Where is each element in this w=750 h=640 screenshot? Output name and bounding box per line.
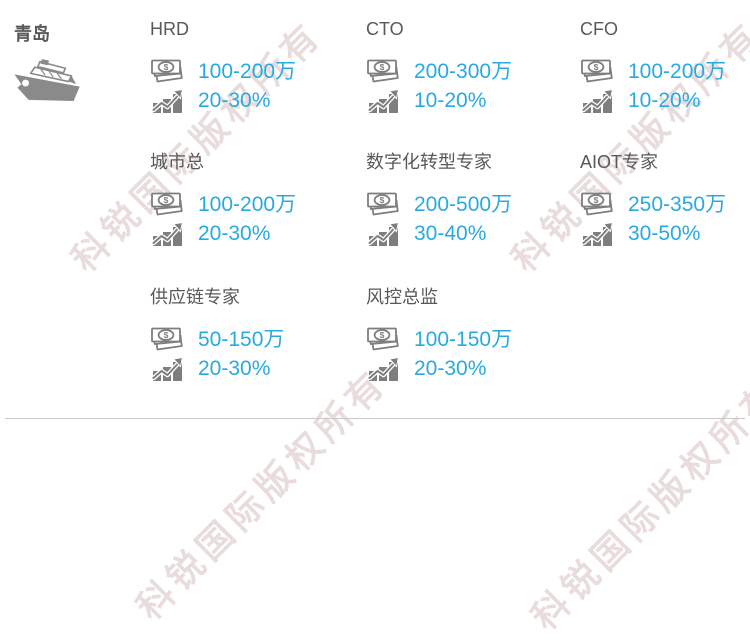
growth-rate-value: 30-50%	[628, 222, 701, 245]
salary-row: 100-150万	[366, 327, 578, 353]
salary-value: 200-500万	[414, 193, 513, 216]
position-title: 城市总	[150, 152, 204, 172]
salary-value: 100-200万	[628, 60, 727, 83]
salary-value: 250-350万	[628, 193, 727, 216]
growth-row: 30-40%	[366, 221, 578, 247]
position-title: CFO	[580, 19, 618, 39]
position-title: 风控总监	[366, 287, 438, 307]
money-icon	[150, 59, 184, 85]
salary-report-panel: 青岛 HRD 100-200万 20-30% CTO 200-300万	[5, 18, 750, 419]
bottom-divider-line	[5, 418, 745, 419]
salary-row: 200-300万	[366, 59, 578, 85]
position-title: 供应链专家	[150, 287, 240, 307]
money-icon	[150, 327, 184, 353]
position-card-risk-director: 风控总监 100-150万 20-30%	[366, 286, 578, 385]
growth-rate-value: 10-20%	[414, 89, 487, 112]
salary-value: 100-150万	[414, 328, 513, 351]
growth-rate-value: 20-30%	[414, 357, 487, 380]
money-icon	[366, 192, 400, 218]
growth-chart-icon	[150, 88, 184, 114]
money-icon	[366, 327, 400, 353]
growth-row: 20-30%	[150, 88, 362, 114]
growth-rate-value: 20-30%	[198, 357, 271, 380]
position-title: CTO	[366, 19, 404, 39]
position-title: 数字化转型专家	[366, 152, 492, 172]
position-card-cfo: CFO 100-200万 10-20%	[580, 18, 750, 117]
growth-rate-value: 20-30%	[198, 89, 271, 112]
growth-chart-icon	[366, 88, 400, 114]
growth-chart-icon	[580, 221, 614, 247]
growth-rate-value: 10-20%	[628, 89, 701, 112]
money-icon	[150, 192, 184, 218]
growth-rate-value: 30-40%	[414, 222, 487, 245]
position-card-cto: CTO 200-300万 10-20%	[366, 18, 578, 117]
growth-chart-icon	[150, 221, 184, 247]
growth-row: 20-30%	[150, 356, 362, 382]
growth-rate-value: 20-30%	[198, 222, 271, 245]
growth-row: 10-20%	[580, 88, 750, 114]
growth-row: 10-20%	[366, 88, 578, 114]
position-card-supply-chain: 供应链专家 50-150万 20-30%	[150, 286, 362, 385]
salary-value: 100-200万	[198, 60, 297, 83]
position-card-digital-expert: 数字化转型专家 200-500万 30-40%	[366, 151, 578, 250]
salary-value: 200-300万	[414, 60, 513, 83]
salary-row: 100-200万	[580, 59, 750, 85]
position-card-aiot-expert: AIOT专家 250-350万 30-50%	[580, 151, 750, 250]
city-label: 青岛	[14, 24, 50, 44]
salary-row: 100-200万	[150, 192, 362, 218]
position-title: AIOT专家	[580, 152, 659, 172]
growth-chart-icon	[366, 356, 400, 382]
growth-chart-icon	[580, 88, 614, 114]
money-icon	[580, 59, 614, 85]
ship-icon	[10, 56, 82, 103]
salary-value: 50-150万	[198, 328, 285, 351]
money-icon	[366, 59, 400, 85]
salary-row: 250-350万	[580, 192, 750, 218]
position-title: HRD	[150, 19, 189, 39]
growth-row: 20-30%	[150, 221, 362, 247]
growth-chart-icon	[150, 356, 184, 382]
growth-row: 30-50%	[580, 221, 750, 247]
money-icon	[580, 192, 614, 218]
growth-chart-icon	[366, 221, 400, 247]
salary-row: 100-200万	[150, 59, 362, 85]
position-card-hrd: HRD 100-200万 20-30%	[150, 18, 362, 117]
growth-row: 20-30%	[366, 356, 578, 382]
position-card-city-gm: 城市总 100-200万 20-30%	[150, 151, 362, 250]
salary-row: 200-500万	[366, 192, 578, 218]
salary-row: 50-150万	[150, 327, 362, 353]
salary-value: 100-200万	[198, 193, 297, 216]
